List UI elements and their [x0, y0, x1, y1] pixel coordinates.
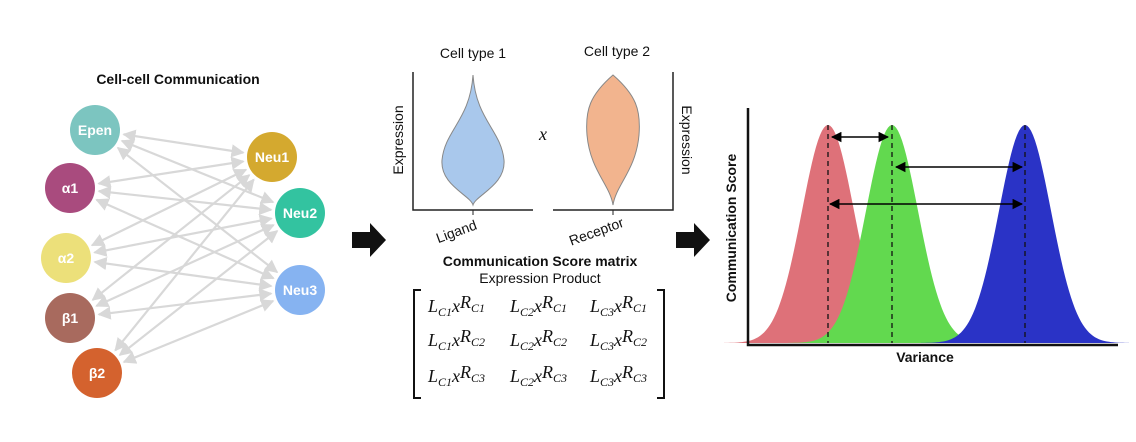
symbol: x — [613, 296, 622, 316]
subscript: C2 — [520, 339, 534, 353]
subscript: C3 — [600, 339, 614, 353]
subscript: C3 — [553, 371, 567, 385]
subscript: C3 — [471, 371, 485, 385]
variance-panel — [724, 125, 1129, 343]
matrix-cell: LC2xRC3 — [509, 362, 567, 389]
subscript: C2 — [520, 305, 534, 319]
symbol: R — [621, 362, 633, 382]
node — [72, 348, 122, 398]
cell-type-label: Cell type 1 — [440, 45, 506, 61]
symbol: x — [533, 330, 542, 350]
receptor-label: Receptor — [567, 214, 626, 249]
matrix-cell: LC1xRC3 — [427, 362, 485, 389]
operator: x — [538, 124, 547, 144]
node — [247, 132, 297, 182]
subscript: C3 — [633, 371, 647, 385]
subscript: C1 — [553, 301, 567, 315]
symbol: L — [427, 366, 438, 386]
symbol: R — [459, 326, 471, 346]
node — [275, 265, 325, 315]
subscript: C1 — [471, 301, 485, 315]
symbol: L — [589, 330, 600, 350]
x-label: Variance — [896, 349, 954, 365]
symbol: x — [533, 296, 542, 316]
node — [70, 105, 120, 155]
edge — [118, 230, 279, 356]
node-label: Neu1 — [255, 149, 289, 165]
node-label: α1 — [62, 180, 79, 196]
symbol: x — [451, 330, 460, 350]
node — [45, 293, 95, 343]
nodes: Epen α1 α2 β1 β2 Neu1 Neu2 Neu3 — [41, 105, 325, 398]
symbol: R — [541, 326, 553, 346]
matrix-cell: LC1xRC1 — [427, 292, 485, 319]
subscript: C3 — [600, 305, 614, 319]
subscript: C2 — [520, 375, 534, 389]
symbol: L — [509, 296, 520, 316]
matrix-cell: LC3xRC2 — [589, 326, 647, 353]
symbol: R — [541, 362, 553, 382]
matrix-cell: LC2xRC1 — [509, 292, 567, 319]
node — [41, 233, 91, 283]
node — [275, 188, 325, 238]
node-label: Neu3 — [283, 282, 317, 298]
edges — [90, 129, 279, 364]
expression-panel: Cell type 1 Cell type 2 Expression Expre… — [390, 43, 695, 249]
node-label: α2 — [58, 250, 75, 266]
matrix-bracket — [413, 289, 665, 399]
ligand-label: Ligand — [434, 217, 479, 246]
subscript: C2 — [553, 335, 567, 349]
arrow — [676, 223, 710, 257]
matrix-cell: LC3xRC1 — [589, 292, 647, 319]
matrix-title: Communication Score matrix — [443, 253, 638, 269]
symbol: L — [589, 296, 600, 316]
symbol: R — [621, 326, 633, 346]
y-label: Expression — [390, 105, 406, 174]
symbol: x — [533, 366, 542, 386]
arrow — [352, 223, 386, 257]
symbol: x — [613, 330, 622, 350]
matrix-cell: LC2xRC2 — [509, 326, 567, 353]
symbol: R — [459, 292, 471, 312]
title: Cell-cell Communication — [96, 71, 259, 87]
edge — [122, 299, 275, 364]
node-label: β2 — [89, 365, 106, 381]
symbol: L — [509, 330, 520, 350]
matrix-subtitle: Expression Product — [479, 270, 601, 286]
subscript: C1 — [633, 301, 647, 315]
symbol: x — [613, 366, 622, 386]
subscript: C1 — [438, 339, 452, 353]
node-label: β1 — [62, 310, 79, 326]
symbol: R — [541, 292, 553, 312]
subscript: C2 — [471, 335, 485, 349]
matrix-cell: LC3xRC3 — [589, 362, 647, 389]
node — [45, 163, 95, 213]
axis — [746, 108, 1118, 347]
matrix-cell: LC1xRC2 — [427, 326, 485, 353]
y-label: Communication Score — [723, 154, 739, 303]
symbol: L — [589, 366, 600, 386]
symbol: L — [427, 296, 438, 316]
subscript: C2 — [633, 335, 647, 349]
subscript: C1 — [438, 375, 452, 389]
subscript: C3 — [600, 375, 614, 389]
subscript: C1 — [438, 305, 452, 319]
symbol: R — [459, 362, 471, 382]
symbol: L — [427, 330, 438, 350]
symbol: L — [509, 366, 520, 386]
cell-type-label: Cell type 2 — [584, 43, 650, 59]
node-label: Neu2 — [283, 205, 317, 221]
y-label: Expression — [679, 105, 695, 174]
symbol: R — [621, 292, 633, 312]
symbol: x — [451, 366, 460, 386]
node-label: Epen — [78, 122, 112, 138]
symbol: x — [451, 296, 460, 316]
